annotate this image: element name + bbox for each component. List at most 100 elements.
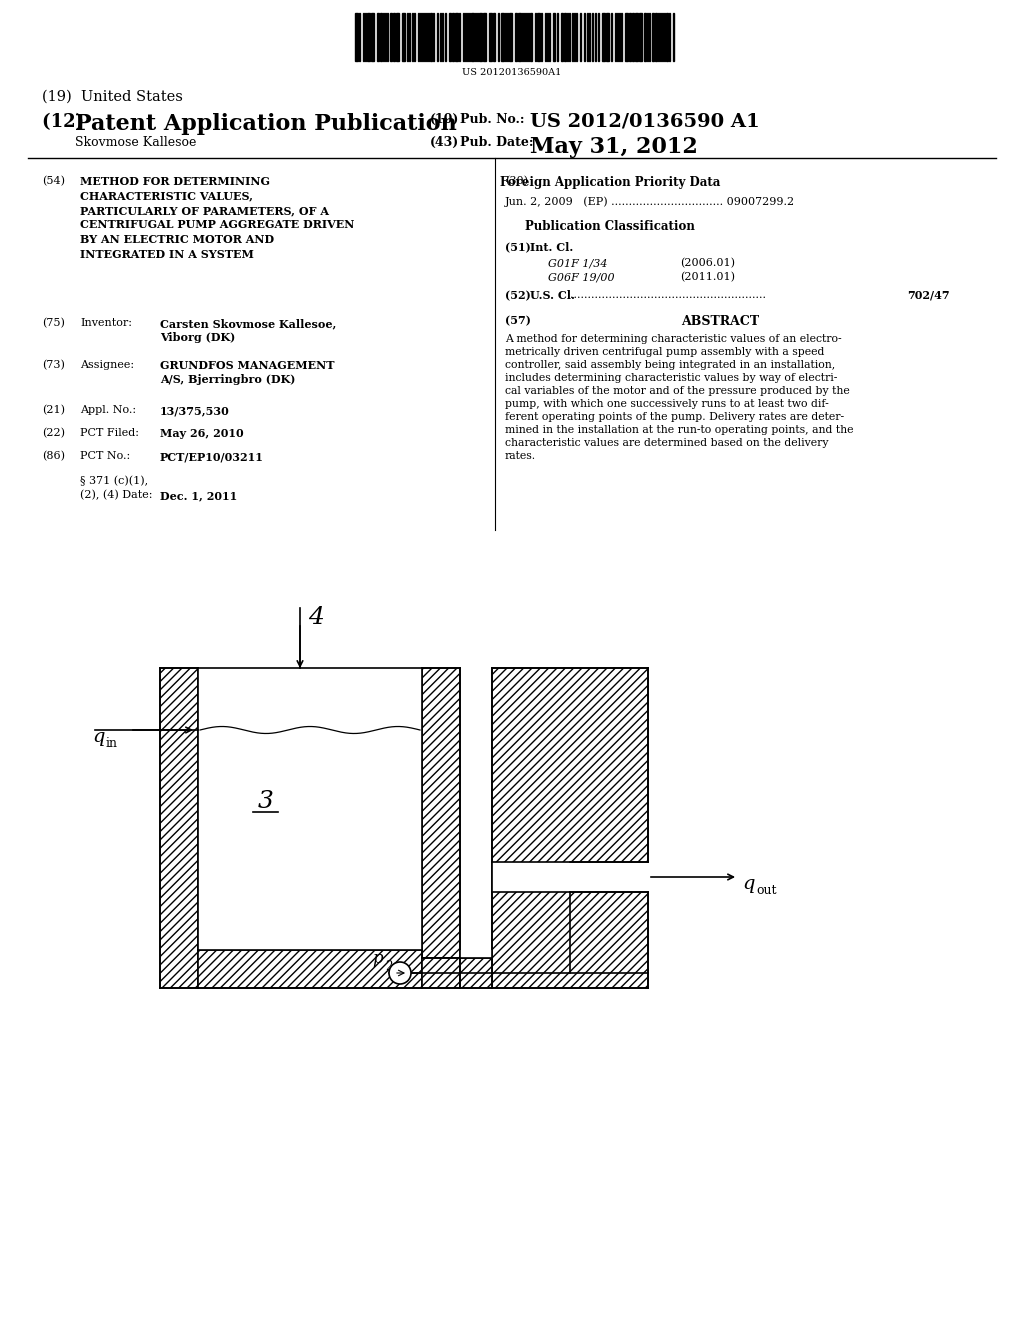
- Text: (51): (51): [505, 242, 530, 253]
- Text: INTEGRATED IN A SYSTEM: INTEGRATED IN A SYSTEM: [80, 248, 254, 260]
- Text: (54): (54): [42, 176, 65, 186]
- Bar: [396, 13, 399, 61]
- Text: § 371 (c)(1),: § 371 (c)(1),: [80, 477, 148, 486]
- Text: (73): (73): [42, 360, 65, 371]
- Text: BY AN ELECTRIC MOTOR AND: BY AN ELECTRIC MOTOR AND: [80, 234, 274, 246]
- Text: (2), (4) Date:: (2), (4) Date:: [80, 490, 153, 500]
- Text: May 31, 2012: May 31, 2012: [530, 136, 698, 158]
- Bar: [393, 13, 395, 61]
- Text: (19)  United States: (19) United States: [42, 90, 183, 104]
- Text: May 26, 2010: May 26, 2010: [160, 428, 244, 440]
- Text: U.S. Cl.: U.S. Cl.: [530, 290, 574, 301]
- Bar: [492, 668, 648, 987]
- Text: PCT/EP10/03211: PCT/EP10/03211: [160, 451, 264, 462]
- Text: PCT Filed:: PCT Filed:: [80, 428, 139, 438]
- Text: US 2012/0136590 A1: US 2012/0136590 A1: [530, 114, 760, 131]
- Text: (86): (86): [42, 451, 65, 461]
- Text: A/S, Bjerringbro (DK): A/S, Bjerringbro (DK): [160, 374, 295, 385]
- Text: out: out: [756, 884, 776, 898]
- Bar: [422, 668, 460, 958]
- Text: controller, said assembly being integrated in an installation,: controller, said assembly being integrat…: [505, 360, 836, 370]
- Text: Carsten Skovmose Kallesoe,: Carsten Skovmose Kallesoe,: [160, 318, 336, 329]
- Text: Publication Classification: Publication Classification: [525, 220, 695, 234]
- Bar: [479, 13, 482, 61]
- Text: pump, with which one successively runs to at least two dif-: pump, with which one successively runs t…: [505, 399, 828, 409]
- Bar: [160, 668, 198, 987]
- Text: Appl. No.:: Appl. No.:: [80, 405, 136, 414]
- Bar: [652, 13, 654, 61]
- Text: (57): (57): [505, 315, 530, 326]
- Bar: [515, 13, 517, 61]
- Text: 3: 3: [258, 789, 273, 813]
- Bar: [602, 13, 605, 61]
- Text: rates.: rates.: [505, 451, 537, 461]
- Text: (22): (22): [42, 428, 65, 438]
- Bar: [518, 13, 521, 61]
- Bar: [655, 13, 657, 61]
- Bar: [449, 13, 451, 61]
- Text: A method for determining characteristic values of an electro-: A method for determining characteristic …: [505, 334, 842, 345]
- Text: METHOD FOR DETERMINING: METHOD FOR DETERMINING: [80, 176, 270, 187]
- Text: Inventor:: Inventor:: [80, 318, 132, 327]
- Bar: [489, 13, 492, 61]
- Text: (75): (75): [42, 318, 65, 329]
- Bar: [553, 13, 555, 61]
- Text: 702/47: 702/47: [907, 290, 950, 301]
- Text: q: q: [92, 729, 104, 746]
- Text: Viborg (DK): Viborg (DK): [160, 333, 236, 343]
- Text: 2: 2: [385, 960, 392, 973]
- Text: Pub. No.:: Pub. No.:: [460, 114, 524, 125]
- Text: (30): (30): [505, 176, 528, 186]
- Text: Int. Cl.: Int. Cl.: [530, 242, 573, 253]
- Text: Foreign Application Priority Data: Foreign Application Priority Data: [500, 176, 720, 189]
- Bar: [422, 958, 460, 987]
- Text: Skovmose Kallesoe: Skovmose Kallesoe: [75, 136, 197, 149]
- Text: (43): (43): [430, 136, 459, 149]
- Bar: [509, 13, 512, 61]
- Text: characteristic values are determined based on the delivery: characteristic values are determined bas…: [505, 438, 828, 447]
- Bar: [471, 13, 474, 61]
- Text: Assignee:: Assignee:: [80, 360, 134, 370]
- Bar: [606, 13, 609, 61]
- Text: (2011.01): (2011.01): [680, 272, 735, 282]
- Bar: [629, 13, 631, 61]
- Bar: [380, 13, 382, 61]
- Bar: [492, 862, 650, 892]
- Bar: [561, 13, 563, 61]
- Text: ferent operating points of the pump. Delivery rates are deter-: ferent operating points of the pump. Del…: [505, 412, 844, 422]
- Bar: [483, 13, 486, 61]
- Text: (52): (52): [505, 290, 530, 301]
- Bar: [355, 13, 358, 61]
- Text: Jun. 2, 2009   (EP) ................................ 09007299.2: Jun. 2, 2009 (EP) ......................…: [505, 195, 795, 206]
- Text: Patent Application Publication: Patent Application Publication: [75, 114, 457, 135]
- Bar: [666, 13, 668, 61]
- Text: GRUNDFOS MANAGEMENT: GRUNDFOS MANAGEMENT: [160, 360, 335, 371]
- Bar: [460, 950, 492, 958]
- Bar: [402, 13, 406, 61]
- Bar: [430, 13, 432, 61]
- Text: CHARACTERISTIC VALUES,: CHARACTERISTIC VALUES,: [80, 190, 253, 202]
- Text: (12): (12): [42, 114, 90, 131]
- Bar: [371, 13, 374, 61]
- Text: 13/375,530: 13/375,530: [160, 405, 229, 416]
- Bar: [644, 13, 646, 61]
- Text: cal variables of the motor and of the pressure produced by the: cal variables of the motor and of the pr…: [505, 385, 850, 396]
- Bar: [198, 668, 422, 950]
- Bar: [455, 13, 458, 61]
- Text: metrically driven centrifugal pump assembly with a speed: metrically driven centrifugal pump assem…: [505, 347, 824, 356]
- Text: mined in the installation at the run-to operating points, and the: mined in the installation at the run-to …: [505, 425, 853, 436]
- Text: Pub. Date:: Pub. Date:: [460, 136, 534, 149]
- Text: (21): (21): [42, 405, 65, 416]
- Text: includes determining characteristic values by way of electri-: includes determining characteristic valu…: [505, 374, 838, 383]
- Text: in: in: [106, 737, 118, 750]
- Circle shape: [389, 962, 411, 983]
- Bar: [632, 13, 634, 61]
- Bar: [493, 13, 495, 61]
- Bar: [390, 13, 392, 61]
- Text: US 20120136590A1: US 20120136590A1: [462, 69, 562, 77]
- Text: ABSTRACT: ABSTRACT: [681, 315, 759, 327]
- Bar: [460, 958, 492, 987]
- Text: Dec. 1, 2011: Dec. 1, 2011: [160, 490, 238, 502]
- Bar: [639, 13, 642, 61]
- Bar: [452, 13, 454, 61]
